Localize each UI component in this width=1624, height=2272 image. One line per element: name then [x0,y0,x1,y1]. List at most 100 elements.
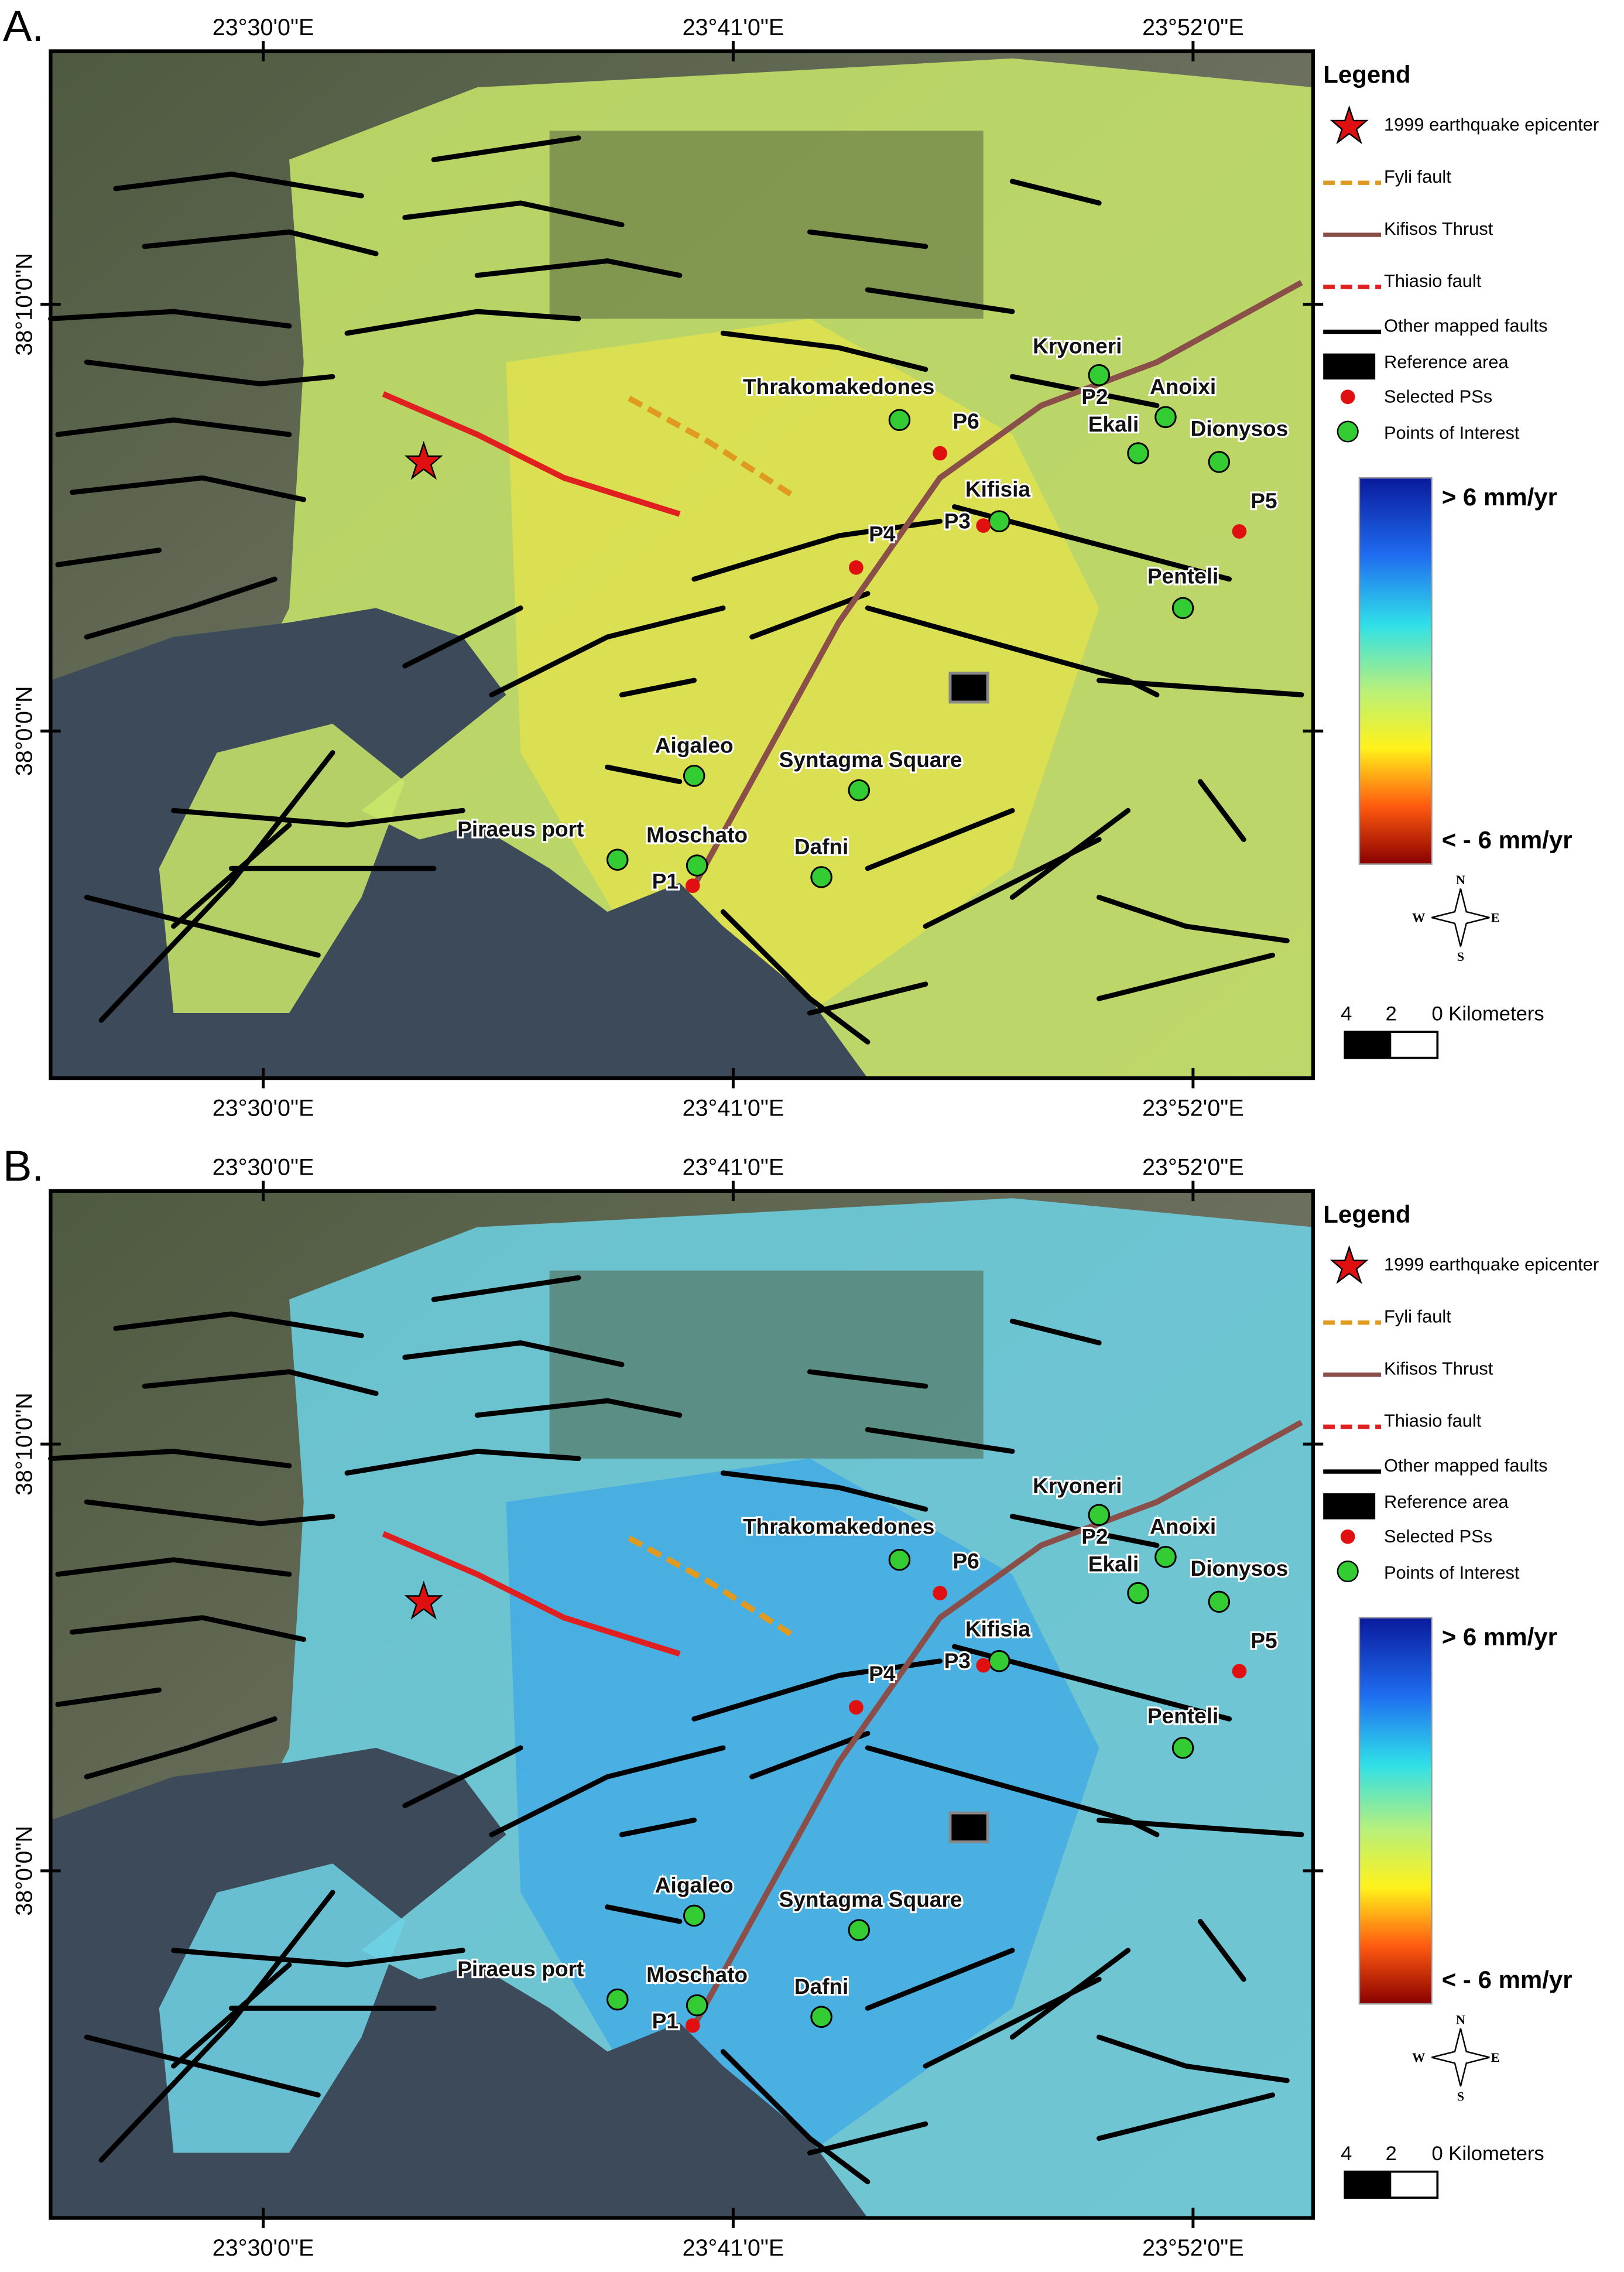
legend-item: Thiasio fault [1384,271,1482,291]
place-label: Dionysos [1191,1556,1289,1580]
fault [48,309,292,329]
fault [1097,952,1276,1001]
fault [474,1398,683,1418]
place-marker [1088,1504,1111,1526]
place-label: Ekali [1088,1552,1139,1576]
kifisos-thrust [691,280,1303,888]
lon-label: 23°30'0"E [213,15,314,40]
colorbar-bottom: < - 6 mm/yr [1442,826,1572,853]
fault [865,807,1015,871]
scale-label: 4 [1341,1002,1352,1025]
place-label: P3 [944,1648,971,1673]
scale-label: 2 [1386,1002,1397,1025]
place-marker [606,1988,629,2011]
lon-label: 23°41'0"E [683,15,784,40]
legend-item: 1999 earthquake epicenter [1384,114,1599,135]
reference-area [948,1811,989,1843]
fault [402,1745,523,1809]
lon-label: 23°52'0"E [1142,15,1244,40]
legend-item: Selected PSs [1384,1526,1492,1546]
fault [84,1499,335,1527]
fault [605,764,683,785]
fault [142,1369,379,1397]
fault [431,1275,581,1302]
place-marker [1088,364,1111,386]
scale-bar-fill [1345,2171,1392,2198]
lon-label: 23°41'0"E [683,1155,784,1181]
place-label: Thrakomakedones [743,374,934,399]
place-marker [848,779,871,802]
place-label: Thrakomakedones [743,1514,934,1538]
place-label: P6 [953,1549,979,1573]
fault [1097,895,1290,943]
compass [1431,888,1490,947]
place-marker [810,2006,832,2028]
place-marker [1208,451,1231,473]
compass-label: E [1491,2050,1500,2065]
place-marker [848,560,864,575]
place-label: Dafni [794,834,849,858]
fault [84,895,321,958]
place-marker [685,878,700,894]
fault [865,287,1015,314]
place-label: Kryoneri [1033,1473,1122,1498]
compass-label: N [1456,872,1465,887]
fault [720,1470,929,1512]
place-label: P4 [869,522,896,546]
fault [720,2049,871,2185]
map-frame [49,1189,1315,2220]
place-label: P5 [1250,488,1277,513]
legend-item: Thiasio fault [1384,1411,1482,1431]
fault [807,2121,929,2155]
lat-label: 38°0'0"N [11,1826,37,1916]
compass-label: E [1491,910,1500,925]
lon-label: 23°30'0"E [213,1095,314,1121]
fyli-fault [628,395,794,498]
place-label: Dafni [794,1974,849,1999]
legend-item: Reference area [1384,351,1509,372]
fault [489,605,726,697]
legend-item: Fyli fault [1384,166,1451,187]
thiasio-fault [382,391,681,517]
legend-item: Reference area [1384,1491,1509,1512]
place-label: P4 [869,1661,896,1686]
compass-label: W [1412,2050,1425,2065]
fault [55,1687,162,1708]
place-label: Kifisia [965,477,1031,501]
compass-label: W [1412,910,1425,925]
place-marker [1208,1590,1231,1613]
fault [402,200,625,228]
lon-label: 23°52'0"E [1142,2235,1244,2261]
fault [70,1615,307,1642]
place-label: Anoixi [1150,1514,1216,1538]
compass-label: S [1457,2089,1464,2104]
legend-item: 1999 earthquake epicenter [1384,1254,1599,1275]
legend-epicenter [1330,1245,1369,1284]
kifisos-thrust [691,1419,1303,2027]
lon-label: 23°30'0"E [213,2235,314,2261]
fault [720,330,929,372]
place-label: P2 [1081,1524,1108,1549]
place-label: P5 [1250,1628,1277,1652]
place-marker [976,1658,991,1673]
place-label: Penteli [1147,1703,1218,1728]
legend-poi [1337,420,1359,443]
fault [84,2034,321,2098]
colorbar-top: > 6 mm/yr [1442,1623,1557,1650]
fault [84,576,277,640]
fault [619,1818,697,1838]
legend-item: Other mapped faults [1384,316,1548,336]
place-marker [976,518,991,533]
reference-area [948,672,989,704]
fault [1097,678,1304,697]
fault [431,135,581,162]
fault [1009,807,1131,900]
place-label: P2 [1081,384,1108,409]
place-marker [848,1700,864,1715]
fault [489,1745,726,1838]
compass-label: S [1457,949,1464,964]
place-marker [933,446,947,461]
fault [142,229,379,256]
legend-item: Selected PSs [1384,386,1492,407]
